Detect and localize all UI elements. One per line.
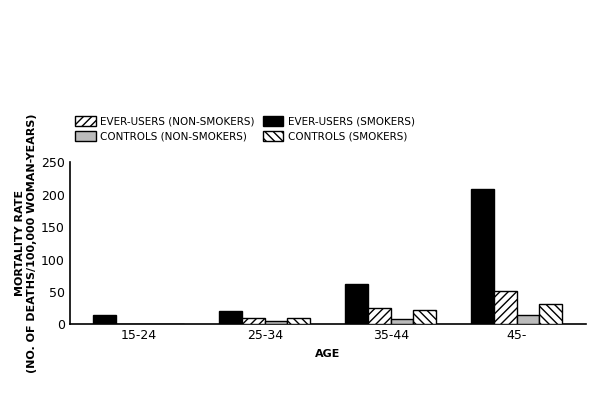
Bar bbox=[346, 284, 368, 324]
Bar bbox=[265, 321, 287, 324]
Y-axis label: MORTALITY RATE
(NO. OF DEATHS/100,000 WOMAN-YEARS): MORTALITY RATE (NO. OF DEATHS/100,000 WO… bbox=[15, 114, 37, 373]
Bar bbox=[242, 318, 265, 324]
Text: AGE: AGE bbox=[315, 349, 340, 359]
Bar bbox=[413, 310, 436, 324]
Bar bbox=[539, 304, 562, 324]
Bar bbox=[368, 308, 391, 324]
Legend: EVER-USERS (NON-SMOKERS), CONTROLS (NON-SMOKERS), EVER-USERS (SMOKERS), CONTROLS: EVER-USERS (NON-SMOKERS), CONTROLS (NON-… bbox=[75, 115, 415, 141]
Bar bbox=[391, 319, 413, 324]
Bar bbox=[287, 318, 310, 324]
Bar bbox=[494, 291, 517, 324]
Bar bbox=[93, 315, 116, 324]
Bar bbox=[219, 311, 242, 324]
Bar bbox=[517, 315, 539, 324]
Bar bbox=[471, 190, 494, 324]
